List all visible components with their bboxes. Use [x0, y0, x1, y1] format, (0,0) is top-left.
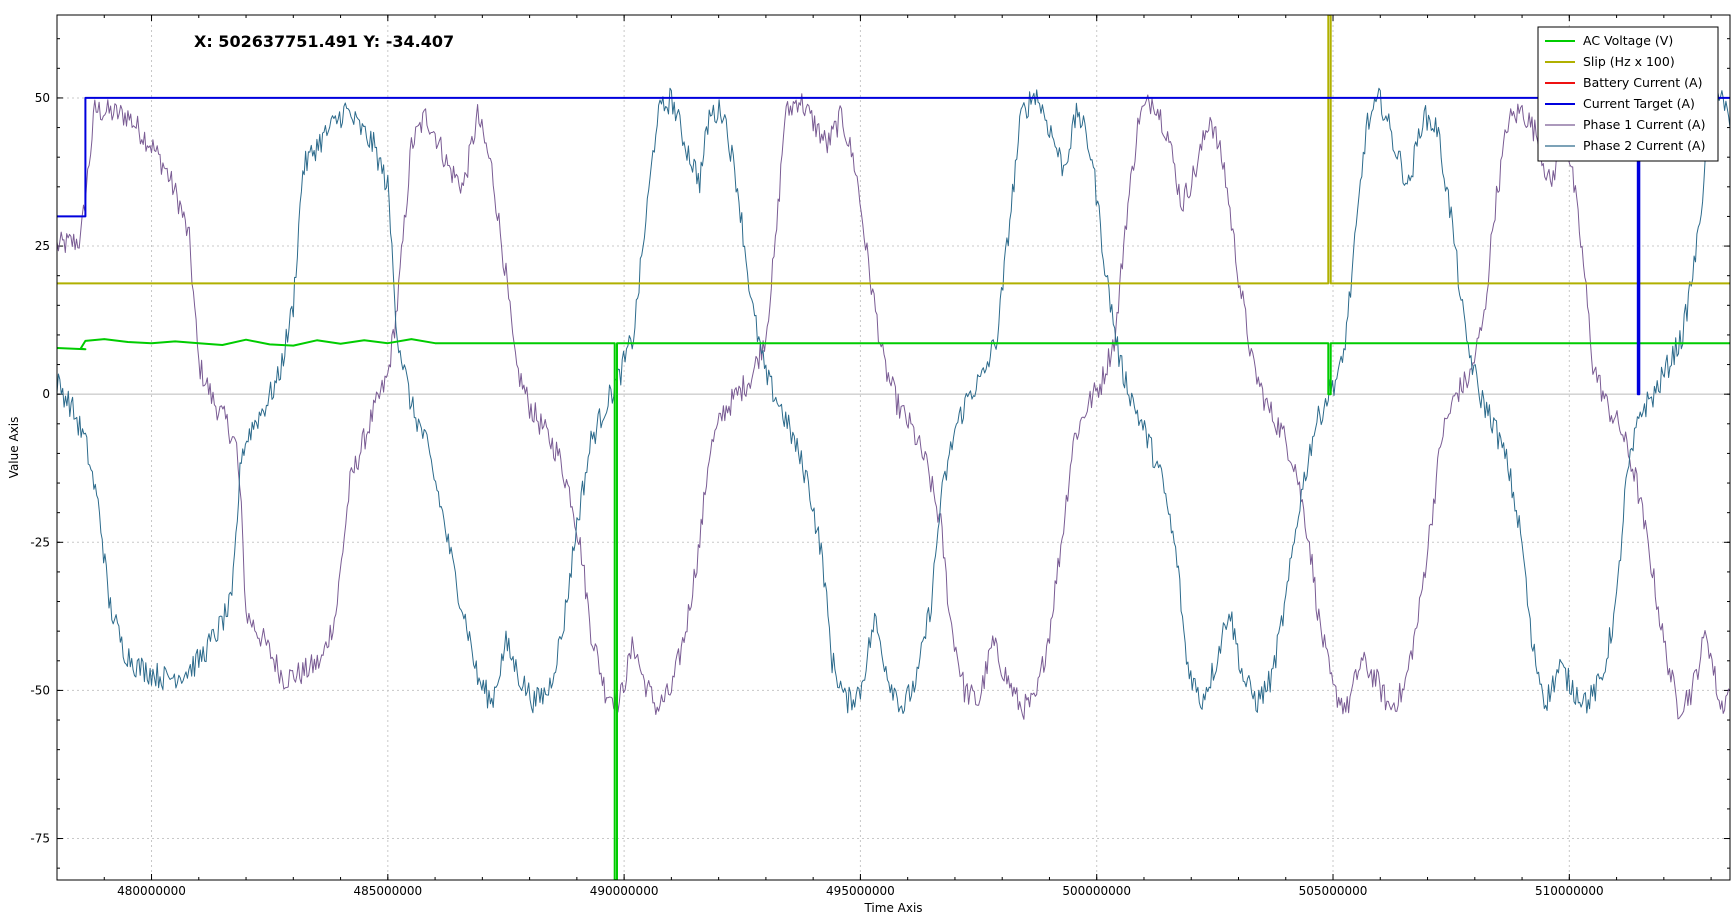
x-tick-label: 495000000 [826, 884, 895, 898]
y-tick-label: -50 [30, 683, 50, 697]
y-tick-label: -25 [30, 535, 50, 549]
axis-ticks: 480000000 485000000 490000000 495000000 5000… [30, 15, 1730, 898]
y-tick-label: 50 [35, 91, 50, 105]
legend-label: Battery Current (A) [1583, 75, 1702, 90]
legend-label: Phase 1 Current (A) [1583, 117, 1705, 132]
y-axis-title: Value Axis [7, 417, 21, 479]
series-line-phase-1-current-a [57, 93, 1730, 720]
x-tick-label: 505000000 [1299, 884, 1368, 898]
legend-item[interactable]: Slip (Hz x 100) [1545, 54, 1675, 69]
legend-label: Phase 2 Current (A) [1583, 138, 1705, 153]
legend[interactable]: AC Voltage (V) Slip (Hz x 100) Battery Cur… [1537, 26, 1719, 162]
y-tick-label: 25 [35, 239, 50, 253]
x-tick-label: 485000000 [353, 884, 422, 898]
y-tick-label: -75 [30, 832, 50, 846]
legend-item[interactable]: Current Target (A) [1545, 96, 1695, 111]
legend-label: AC Voltage (V) [1583, 33, 1673, 48]
legend-item[interactable]: Phase 1 Current (A) [1545, 117, 1705, 132]
legend-item[interactable]: Battery Current (A) [1545, 75, 1702, 90]
x-tick-label: 500000000 [1062, 884, 1131, 898]
cursor-readout: X: 502637751.491 Y: -34.407 [194, 32, 454, 51]
x-axis-title: Time Axis [863, 901, 922, 915]
x-tick-label: 490000000 [590, 884, 659, 898]
series-line-phase-2-current-a [57, 87, 1730, 714]
plot-area-frame [56, 14, 1731, 881]
x-tick-label: 480000000 [117, 884, 186, 898]
series-line-slip-hz-x-100 [57, 15, 1730, 285]
legend-box [1537, 26, 1719, 162]
legend-label: Current Target (A) [1583, 96, 1695, 111]
y-tick-label: 0 [42, 387, 50, 401]
x-tick-label: 510000000 [1535, 884, 1604, 898]
legend-item[interactable]: AC Voltage (V) [1545, 33, 1673, 48]
series-line-ac-voltage-v [57, 338, 1730, 880]
legend-label: Slip (Hz x 100) [1583, 54, 1675, 69]
legend-item[interactable]: Phase 2 Current (A) [1545, 138, 1705, 153]
